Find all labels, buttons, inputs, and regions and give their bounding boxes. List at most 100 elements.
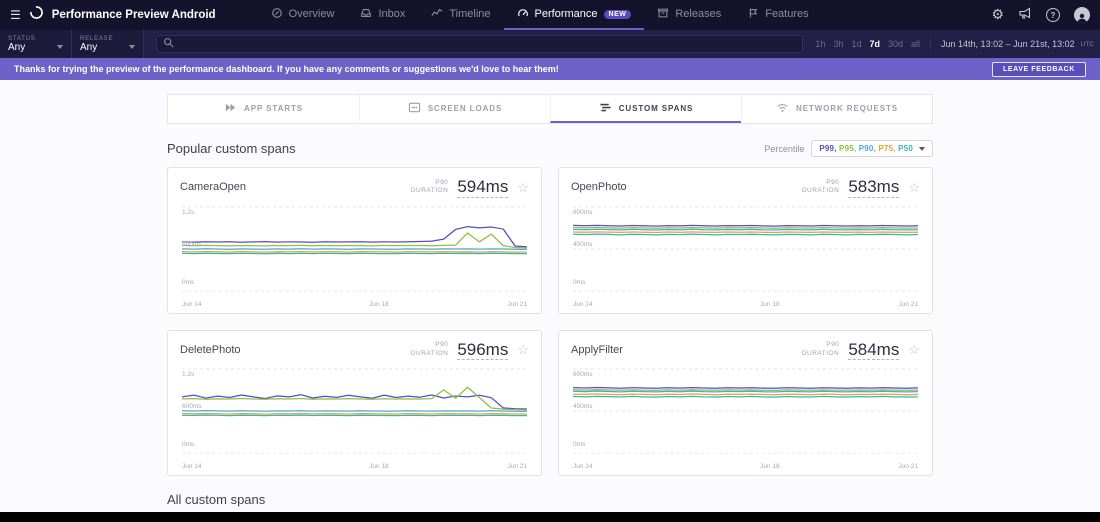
span-card-applyfilter: ApplyFilter P90 DURATION 584ms 800ms 400… [558, 330, 933, 477]
percentile-tag: P90 [826, 341, 839, 350]
chevron-down-icon [57, 45, 63, 49]
percentile-values: P99P95P90P75P50 [819, 144, 913, 153]
help-icon[interactable] [1046, 8, 1060, 22]
span-name: DeletePhoto [180, 344, 402, 356]
search-icon [163, 35, 174, 53]
main-nav: Overview Inbox Timeline Performance NEW … [258, 0, 822, 30]
time-range-3h[interactable]: 3h [833, 39, 843, 49]
x-axis-label: Jun 21 [898, 301, 918, 308]
star-icon[interactable] [517, 343, 529, 356]
span-duration-chart: 800ms 400ms 0ms Jun 14 Jun 18 Jun 21 [571, 203, 920, 309]
gauge-icon [517, 7, 529, 22]
hamburger-menu-icon[interactable] [10, 6, 21, 24]
star-icon[interactable] [908, 343, 920, 356]
nav-item-label: Features [765, 8, 808, 20]
y-axis-label: 1.2s [182, 371, 194, 378]
duration-value[interactable]: 584ms [848, 340, 899, 361]
sentry-logo-icon [29, 5, 44, 25]
percentile-control: Percentile P99P95P90P75P50 [764, 140, 933, 157]
megaphone-icon[interactable] [1018, 6, 1032, 25]
duration-caption: P90 DURATION [802, 179, 839, 197]
tab-label: APP STARTS [244, 104, 303, 113]
nav-item-overview[interactable]: Overview [258, 0, 348, 30]
duration-value[interactable]: 583ms [848, 177, 899, 198]
nav-item-releases[interactable]: Releases [644, 0, 734, 30]
performance-tabbar: APP STARTS SCREEN LOADS CUSTOM SPANS NET… [167, 94, 933, 124]
span-name: OpenPhoto [571, 181, 793, 193]
banner-message: Thanks for trying the preview of the per… [14, 64, 559, 74]
y-axis-label: 0ms [182, 279, 194, 286]
y-axis-label: 0ms [182, 441, 194, 448]
nav-item-timeline[interactable]: Timeline [418, 0, 503, 30]
span-card-cameraopen: CameraOpen P90 DURATION 594ms 1.2s 600ms… [167, 167, 542, 314]
tab-screen-loads[interactable]: SCREEN LOADS [359, 95, 550, 123]
duration-value[interactable]: 594ms [457, 177, 508, 198]
timezone-label: UTC [1081, 41, 1094, 48]
x-axis-label: Jun 18 [760, 463, 780, 470]
nav-item-label: Releases [675, 8, 721, 20]
percentile-p99: P99 [819, 144, 839, 153]
time-range-1d[interactable]: 1d [851, 39, 861, 49]
x-axis-label: Jun 14 [182, 463, 202, 470]
chevron-down-icon [129, 45, 135, 49]
time-range-1h[interactable]: 1h [815, 39, 825, 49]
percentile-dropdown[interactable]: P99P95P90P75P50 [811, 140, 933, 157]
time-range-all[interactable]: all [911, 39, 920, 49]
span-duration-chart: 800ms 400ms 0ms Jun 14 Jun 18 Jun 21 [571, 365, 920, 471]
app-title: Performance Preview Android [52, 9, 216, 21]
screen-letterbox [0, 512, 1100, 522]
inbox-icon [360, 7, 372, 22]
x-axis-label: Jun 21 [507, 463, 527, 470]
x-axis-label: Jun 21 [507, 301, 527, 308]
tab-custom-spans[interactable]: CUSTOM SPANS [550, 95, 741, 123]
duration-value[interactable]: 596ms [457, 340, 508, 361]
time-range-7d[interactable]: 7d [869, 39, 880, 49]
all-custom-spans-title: All custom spans [167, 492, 933, 507]
span-duration-chart: 1.2s 600ms 0ms Jun 14 Jun 18 Jun 21 [180, 203, 529, 309]
duration-caption: P90 DURATION [411, 179, 448, 197]
date-range-picker[interactable]: Jun 14th, 13:02 – Jun 21st, 13:02 [941, 39, 1075, 49]
flag-icon [747, 7, 759, 22]
wifi-icon [776, 101, 789, 116]
star-icon[interactable] [908, 181, 920, 194]
spans-waterfall-icon [599, 101, 612, 116]
search-input[interactable] [179, 39, 796, 50]
y-axis-label: 0ms [573, 279, 585, 286]
duration-caption-label: DURATION [802, 350, 839, 359]
status-filter-value: Any [8, 42, 25, 53]
performance-dashboard: Performance Preview Android Overview Inb… [0, 0, 1100, 512]
feedback-banner: Thanks for trying the preview of the per… [0, 58, 1100, 80]
x-axis-label: Jun 18 [760, 301, 780, 308]
tab-label: SCREEN LOADS [428, 104, 502, 113]
x-axis-label: Jun 21 [898, 463, 918, 470]
time-range-30d[interactable]: 30d [888, 39, 903, 49]
leave-feedback-button[interactable]: LEAVE FEEDBACK [992, 62, 1086, 77]
duration-caption-label: DURATION [802, 187, 839, 196]
user-avatar-icon[interactable] [1074, 7, 1090, 23]
nav-item-features[interactable]: Features [734, 0, 821, 30]
duration-caption-label: DURATION [411, 187, 448, 196]
percentile-p75: P75 [878, 144, 898, 153]
tab-network-requests[interactable]: NETWORK REQUESTS [741, 95, 932, 123]
y-axis-label: 400ms [573, 241, 593, 248]
nav-item-performance[interactable]: Performance NEW [504, 0, 645, 30]
new-badge: NEW [604, 10, 632, 19]
span-duration-chart: 1.2s 600ms 0ms Jun 14 Jun 18 Jun 21 [180, 365, 529, 471]
star-icon[interactable] [517, 181, 529, 194]
status-filter-dropdown[interactable]: STATUS Any [0, 30, 72, 58]
span-card-openphoto: OpenPhoto P90 DURATION 583ms 800ms 400ms… [558, 167, 933, 314]
settings-gear-icon[interactable] [991, 6, 1004, 24]
tab-app-starts[interactable]: APP STARTS [168, 95, 359, 123]
x-axis-label: Jun 14 [182, 301, 202, 308]
section-header: Popular custom spans Percentile P99P95P9… [167, 140, 933, 157]
release-filter-dropdown[interactable]: RELEASE Any [72, 30, 144, 58]
nav-item-inbox[interactable]: Inbox [347, 0, 418, 30]
y-axis-label: 1.2s [182, 209, 194, 216]
chevron-down-icon [919, 147, 925, 151]
percentile-p50: P50 [898, 144, 913, 153]
y-axis-label: 800ms [573, 371, 593, 378]
nav-item-label: Timeline [449, 8, 490, 20]
divider [930, 37, 931, 51]
nav-item-label: Inbox [378, 8, 405, 20]
x-axis-label: Jun 14 [573, 301, 593, 308]
